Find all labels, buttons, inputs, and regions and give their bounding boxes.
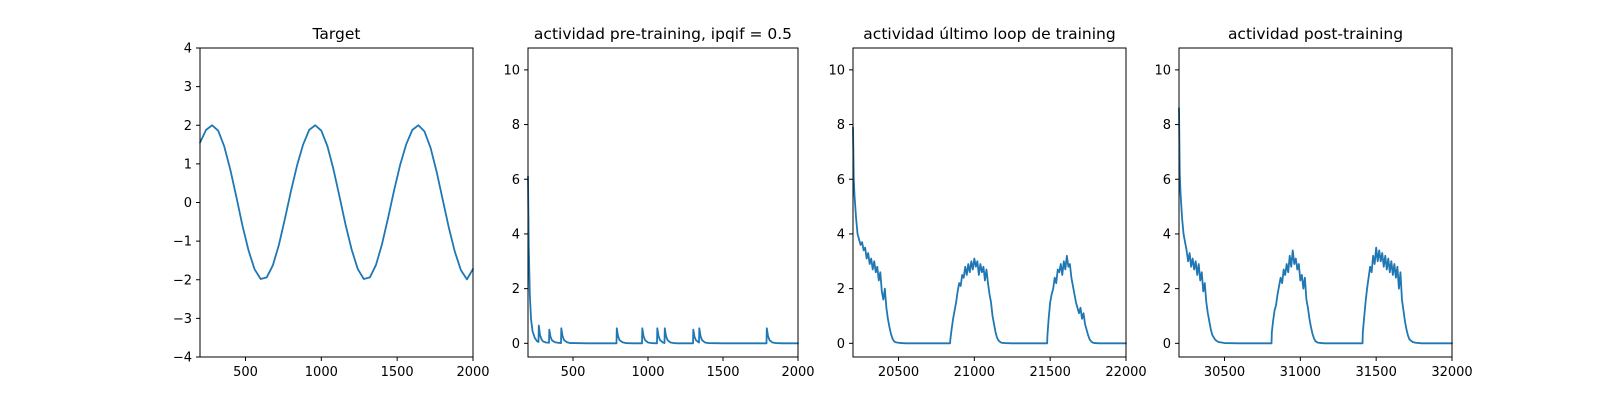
subplot-title: actividad pre-training, ipqif = 0.5 bbox=[534, 25, 792, 43]
y-tick-label: 2 bbox=[184, 119, 192, 134]
y-tick-label: 8 bbox=[837, 118, 845, 133]
y-tick-label: 4 bbox=[1163, 227, 1171, 242]
y-tick-label: −4 bbox=[173, 351, 192, 366]
x-tick-label: 30500 bbox=[1204, 365, 1245, 380]
x-tick-label: 31500 bbox=[1355, 365, 1396, 380]
y-tick-label: 0 bbox=[837, 337, 845, 352]
x-tick-label: 22000 bbox=[1105, 365, 1146, 380]
x-tick-label: 31000 bbox=[1280, 365, 1321, 380]
y-tick-label: 4 bbox=[184, 42, 192, 57]
y-tick-label: 3 bbox=[184, 80, 192, 95]
y-tick-label: 0 bbox=[184, 196, 192, 211]
x-tick-label: 21500 bbox=[1029, 365, 1070, 380]
y-tick-label: −3 bbox=[173, 312, 192, 327]
x-tick-label: 21000 bbox=[954, 365, 995, 380]
subplot-title: actividad post-training bbox=[1228, 25, 1403, 43]
x-tick-label: 2000 bbox=[781, 365, 814, 380]
plot-frame bbox=[1178, 47, 1453, 358]
x-tick-label: 20500 bbox=[878, 365, 919, 380]
y-tick-label: 6 bbox=[837, 173, 845, 188]
y-tick-label: 2 bbox=[512, 282, 520, 297]
y-tick-label: 0 bbox=[512, 337, 520, 352]
y-tick-label: 4 bbox=[512, 227, 520, 242]
plot-frame bbox=[527, 47, 799, 358]
x-tick-label: 1000 bbox=[631, 365, 664, 380]
x-tick-label: 1500 bbox=[706, 365, 739, 380]
y-tick-label: 6 bbox=[1163, 173, 1171, 188]
series-line bbox=[852, 126, 1127, 345]
y-tick-label: −1 bbox=[173, 235, 192, 250]
y-tick-label: 1 bbox=[184, 157, 192, 172]
x-tick-label: 2000 bbox=[456, 365, 489, 380]
series-line bbox=[199, 124, 474, 281]
x-tick-label: 1500 bbox=[381, 365, 414, 380]
y-tick-label: 10 bbox=[1154, 63, 1171, 78]
x-tick-label: 32000 bbox=[1431, 365, 1472, 380]
subplot-title: Target bbox=[312, 25, 361, 43]
subplot-4: actividad post-training 30500 31000 31500 32… bbox=[1154, 25, 1472, 380]
subplot-title: actividad último loop de training bbox=[863, 25, 1115, 43]
y-tick-label: 8 bbox=[1163, 118, 1171, 133]
y-tick-label: 2 bbox=[1163, 282, 1171, 297]
y-tick-label: 2 bbox=[837, 282, 845, 297]
x-tick-label: 500 bbox=[233, 365, 258, 380]
y-tick-label: 10 bbox=[828, 63, 845, 78]
y-tick-label: 4 bbox=[837, 227, 845, 242]
series-line bbox=[1178, 107, 1453, 345]
subplot-2: actividad pre-training, ipqif = 0.5 500 10… bbox=[503, 25, 814, 380]
x-tick-label: 500 bbox=[561, 365, 586, 380]
y-tick-label: 0 bbox=[1163, 337, 1171, 352]
plot-frame bbox=[852, 47, 1127, 358]
y-tick-label: 8 bbox=[512, 118, 520, 133]
subplot-1: Target 500 1000 1500 2000 −4 −3 −2 −1 0 1 2 3 4 bbox=[173, 25, 490, 380]
plot-frame bbox=[199, 47, 474, 358]
y-tick-label: 6 bbox=[512, 173, 520, 188]
y-tick-label: −2 bbox=[173, 273, 192, 288]
series-line bbox=[527, 175, 799, 345]
y-tick-label: 10 bbox=[503, 63, 520, 78]
x-tick-label: 1000 bbox=[305, 365, 338, 380]
